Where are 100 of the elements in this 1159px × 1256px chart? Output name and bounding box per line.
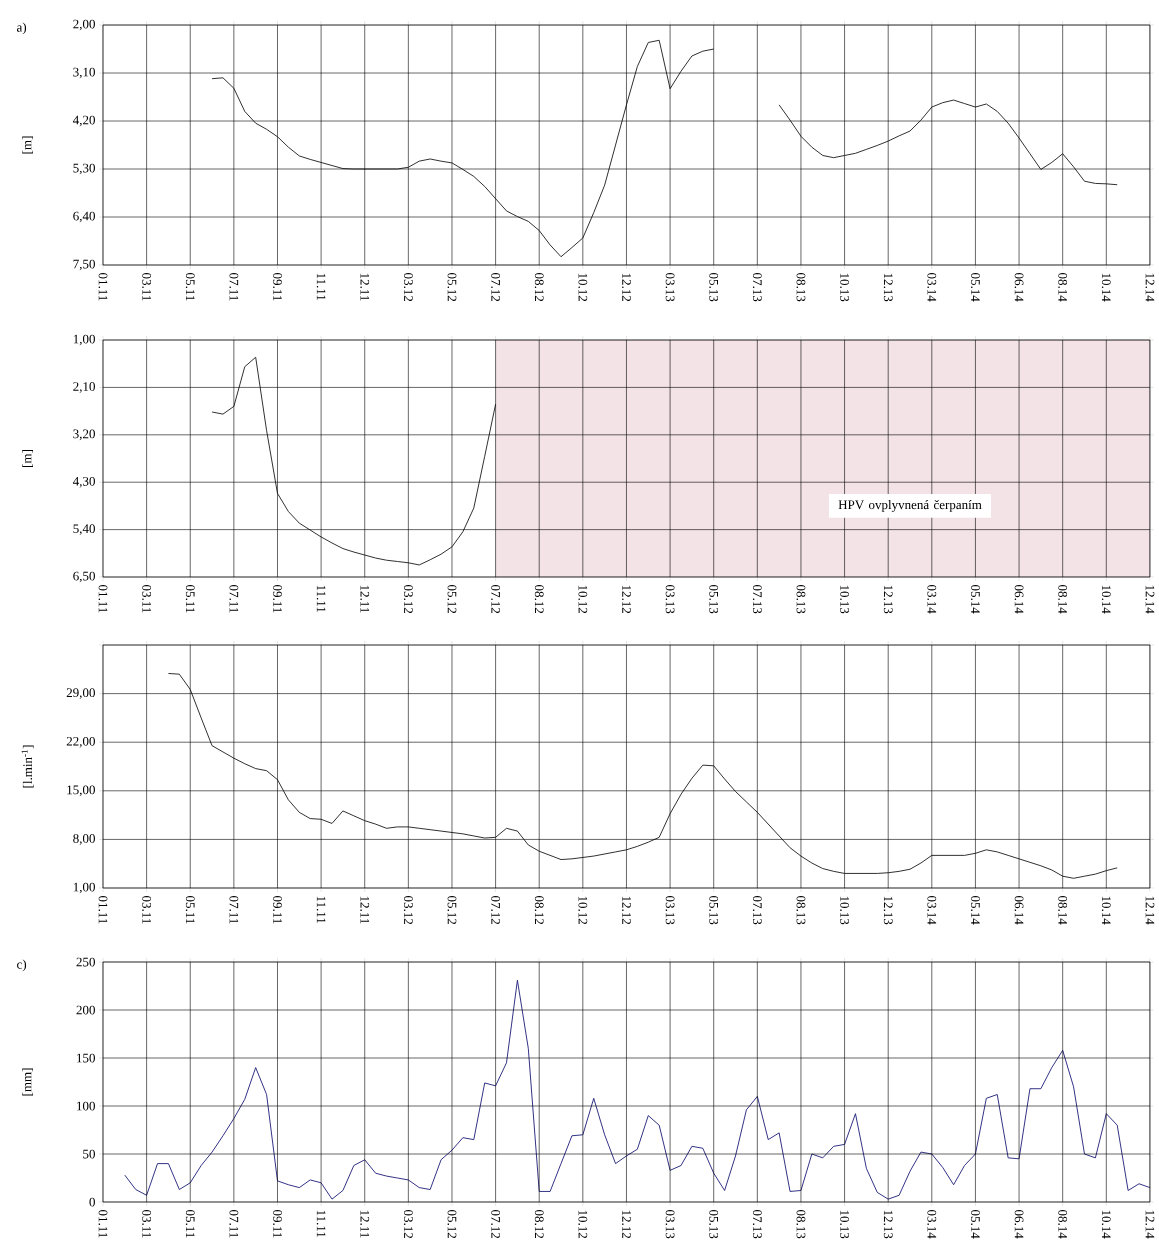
x-tick-label: 07.13 — [752, 585, 762, 614]
x-tick-label: 01.11 — [98, 1210, 108, 1238]
y-tick-label: 3,20 — [73, 429, 95, 441]
x-tick-label: 03.14 — [927, 896, 937, 925]
y-tick-label: 200 — [76, 1005, 95, 1015]
y-tick-label: 6,50 — [73, 571, 95, 583]
y-tick-label: 22,00 — [66, 736, 95, 748]
x-tick-label: 08.13 — [796, 273, 806, 302]
x-tick-label: 10.14 — [1101, 1210, 1111, 1239]
x-tick-label: 08.12 — [534, 896, 544, 925]
x-tick-label: 12.14 — [1145, 273, 1155, 302]
x-tick-label: 05.13 — [709, 273, 719, 302]
x-tick-label: 10.14 — [1101, 585, 1111, 614]
y-tick-label: 7,50 — [73, 259, 95, 271]
y-tick-label: 150 — [77, 1053, 95, 1063]
x-tick-label: 07.13 — [752, 1210, 762, 1239]
y-tick-label: 2,00 — [73, 19, 95, 31]
x-tick-label: 05.11 — [185, 273, 195, 301]
x-tick-label: 05.12 — [447, 896, 457, 925]
x-tick-label: 12.12 — [622, 896, 631, 925]
y-tick-label: 5,30 — [73, 163, 95, 175]
x-tick-label: 10.12 — [578, 896, 588, 925]
x-tick-label: 09.11 — [273, 585, 282, 613]
y-axis-title: [m] — [22, 136, 33, 154]
text: c) — [17, 959, 27, 972]
x-tick-label: 09.11 — [273, 1210, 282, 1238]
x-tick-label: 05.11 — [185, 1210, 195, 1238]
x-tick-label: 12.12 — [622, 1210, 631, 1239]
x-tick-label: 12.13 — [883, 585, 893, 614]
x-tick-label: 05.14 — [971, 896, 980, 925]
x-tick-label: 09.11 — [273, 273, 282, 301]
x-tick-label: 12.11 — [360, 585, 370, 613]
y-tick-label: 250 — [76, 957, 95, 967]
x-tick-label: 12.13 — [883, 1210, 893, 1239]
y-tick-label: 6,40 — [73, 211, 95, 223]
x-tick-label: 12.11 — [360, 1210, 370, 1238]
x-tick-label: 05.11 — [185, 896, 195, 924]
x-tick-label: 07.12 — [491, 585, 501, 614]
y-tick-label: 4,30 — [72, 476, 95, 488]
x-tick-label: 03.12 — [403, 896, 413, 925]
x-tick-label: 05.14 — [971, 1210, 980, 1239]
x-tick-label: 05.14 — [971, 273, 980, 302]
line-series — [211, 356, 497, 566]
x-tick-label: 07.13 — [752, 273, 762, 302]
x-tick-label: 03.14 — [927, 585, 937, 614]
y-tick-label: 2,10 — [73, 382, 95, 393]
x-tick-label: 10.13 — [840, 1210, 849, 1239]
y-tick-label: 100 — [77, 1101, 95, 1111]
x-tick-label: 11.11 — [316, 273, 326, 301]
x-tick-label: 03.13 — [665, 896, 675, 925]
x-tick-label: 07.12 — [491, 273, 501, 302]
x-tick-label: 01.11 — [98, 896, 108, 924]
y-axis-title: [m] — [22, 450, 33, 467]
x-tick-label: 08.14 — [1058, 1210, 1068, 1239]
x-tick-label: 07.12 — [491, 896, 501, 925]
x-tick-label: 05.13 — [709, 585, 719, 614]
x-tick-label: 10.13 — [840, 896, 849, 925]
x-tick-label: 06.14 — [1014, 273, 1024, 302]
x-tick-label: 07.11 — [229, 585, 239, 613]
x-tick-label: 07.11 — [229, 273, 239, 301]
x-tick-label: 10.12 — [578, 273, 588, 302]
x-tick-label: 03.13 — [665, 273, 675, 302]
x-tick-label: 10.12 — [578, 1210, 588, 1239]
x-tick-label: 05.12 — [447, 1210, 457, 1239]
x-tick-label: 08.13 — [796, 1210, 806, 1239]
x-tick-label: 10.13 — [840, 273, 849, 302]
x-tick-label: 03.12 — [403, 273, 413, 302]
x-tick-label: 09.11 — [273, 896, 282, 924]
x-tick-label: 12.13 — [883, 896, 893, 925]
x-tick-label: 11.11 — [316, 896, 326, 924]
x-tick-label: 12.14 — [1145, 585, 1155, 614]
x-tick-label: 05.14 — [971, 585, 980, 614]
x-tick-label: 06.14 — [1014, 585, 1024, 614]
x-tick-label: 07.11 — [229, 1210, 239, 1238]
x-tick-label: 03.12 — [403, 1210, 413, 1239]
x-tick-label: 08.12 — [534, 585, 544, 614]
x-tick-label: 01.11 — [98, 273, 108, 301]
text: a) — [16, 22, 27, 35]
y-tick-label: 1,00 — [73, 334, 95, 346]
y-tick-label: 8,00 — [73, 834, 95, 845]
x-tick-label: 05.11 — [185, 585, 195, 613]
x-tick-label: 10.12 — [578, 585, 588, 614]
x-tick-label: 08.14 — [1058, 896, 1068, 925]
y-tick-label: 15,00 — [67, 785, 95, 797]
x-tick-label: 12.11 — [360, 896, 370, 924]
x-tick-label: 03.13 — [665, 1210, 675, 1239]
x-tick-label: 03.11 — [142, 896, 152, 924]
x-tick-label: 07.13 — [752, 896, 762, 925]
x-tick-label: 05.12 — [447, 585, 457, 614]
x-tick-label: 12.12 — [622, 273, 631, 302]
x-tick-label: 08.13 — [796, 896, 806, 925]
x-tick-label: 12.12 — [622, 585, 631, 614]
x-tick-label: 03.13 — [665, 585, 675, 614]
x-tick-label: 11.11 — [316, 585, 326, 613]
x-tick-label: 08.14 — [1058, 585, 1068, 614]
x-tick-label: 03.14 — [927, 273, 937, 302]
x-tick-label: 05.13 — [709, 1210, 719, 1239]
x-tick-label: 08.12 — [534, 273, 544, 302]
y-tick-label: 0 — [89, 1197, 95, 1207]
x-tick-label: 03.11 — [142, 1210, 152, 1238]
